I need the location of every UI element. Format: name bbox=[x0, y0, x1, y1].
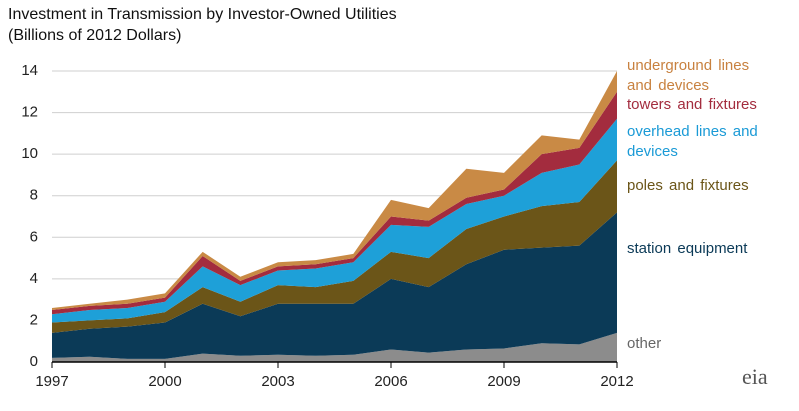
chart-subtitle: (Billions of 2012 Dollars) bbox=[8, 27, 182, 44]
y-tick-label: 8 bbox=[30, 187, 38, 204]
x-tick-label: 2003 bbox=[261, 373, 294, 390]
x-tick-label: 2009 bbox=[487, 373, 520, 390]
y-tick-label: 4 bbox=[30, 270, 38, 287]
chart-title: Investment in Transmission by Investor-O… bbox=[8, 6, 397, 23]
x-tick-label: 1997 bbox=[35, 373, 68, 390]
y-tick-label: 0 bbox=[30, 353, 38, 370]
x-tick-label: 2006 bbox=[374, 373, 407, 390]
legend-label: other bbox=[627, 335, 662, 352]
y-tick-label: 6 bbox=[30, 228, 38, 245]
area bbox=[52, 118, 617, 323]
legend-label: towers and fixtures bbox=[627, 96, 757, 113]
logo: eia bbox=[742, 364, 768, 389]
area bbox=[52, 332, 617, 362]
x-tick-label: 2012 bbox=[600, 373, 633, 390]
y-tick-label: 10 bbox=[21, 145, 38, 162]
y-tick-label: 14 bbox=[21, 62, 38, 79]
y-tick-label: 12 bbox=[21, 104, 38, 121]
y-tick-label: 2 bbox=[30, 311, 38, 328]
area bbox=[52, 212, 617, 359]
legend-label: underground lines and devices bbox=[627, 57, 750, 94]
x-tick-label: 2000 bbox=[148, 373, 181, 390]
legend-label: overhead lines and devices bbox=[627, 123, 758, 160]
legend-label: station equipment bbox=[627, 240, 748, 257]
legend-label: poles and fixtures bbox=[627, 177, 749, 194]
area bbox=[52, 160, 617, 333]
